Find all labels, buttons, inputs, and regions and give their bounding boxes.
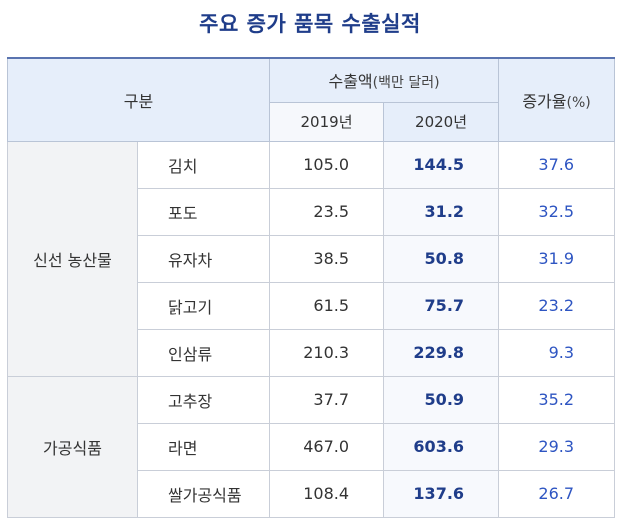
growth-rate: 32.5 (498, 187, 616, 236)
table-header: 구분 수출액(백만 달러) 증가율(%) 2019년 2020년 (6, 57, 616, 142)
growth-rate: 29.3 (498, 422, 616, 471)
item-name: 인삼류 (136, 328, 271, 377)
table-row: 신선 농산물 김치 105.0 144.5 37.6 (7, 140, 616, 377)
growth-rate: 23.2 (498, 281, 616, 330)
value-2019: 38.5 (269, 234, 385, 283)
item-name: 유자차 (136, 234, 271, 283)
value-2020: 50.9 (383, 375, 500, 424)
table-row: 인삼류 210.3 229.8 9.3 (8, 328, 616, 377)
table-row: 쌀가공식품 108.4 137.6 26.7 (8, 469, 616, 518)
value-2019: 210.3 (269, 328, 385, 377)
header-year-2020: 2020년 (383, 101, 500, 142)
export-table: 구분 수출액(백만 달러) 증가율(%) 2019년 2020년 신선 농산물 … (6, 57, 616, 518)
item-name: 포도 (136, 187, 271, 236)
group-label: 가공식품 (7, 375, 138, 518)
value-2019: 467.0 (269, 422, 385, 471)
header-export-main: 수출액 (328, 72, 373, 92)
growth-rate: 31.9 (498, 234, 616, 283)
value-2020: 50.8 (383, 234, 500, 283)
value-2019: 105.0 (269, 140, 385, 189)
header-growth-rate: 증가율(%) (498, 57, 616, 142)
item-name: 닭고기 (136, 281, 271, 330)
item-name: 고추장 (136, 375, 271, 424)
header-rate-unit: (%) (566, 94, 591, 111)
item-name: 김치 (136, 140, 271, 189)
header-export-unit: (백만 달러) (372, 75, 440, 92)
item-name: 쌀가공식품 (136, 469, 271, 518)
header-category: 구분 (6, 57, 271, 142)
value-2019: 23.5 (269, 187, 385, 236)
table-row: 라면 467.0 603.6 29.3 (8, 422, 616, 471)
growth-rate: 35.2 (498, 375, 616, 424)
value-2019: 61.5 (269, 281, 385, 330)
header-export-amount: 수출액(백만 달러) (269, 57, 500, 103)
table-row: 포도 23.5 31.2 32.5 (8, 187, 616, 236)
header-rate-main: 증가율 (522, 91, 567, 111)
value-2019: 108.4 (269, 469, 385, 518)
value-2020: 31.2 (383, 187, 500, 236)
value-2020: 603.6 (383, 422, 500, 471)
value-2020: 144.5 (383, 140, 500, 189)
table-row: 가공식품 고추장 37.7 50.9 35.2 (7, 375, 616, 518)
value-2019: 37.7 (269, 375, 385, 424)
growth-rate: 37.6 (498, 140, 616, 189)
growth-rate: 26.7 (498, 469, 616, 518)
table-row: 유자차 38.5 50.8 31.9 (8, 234, 616, 283)
table-body: 신선 농산물 김치 105.0 144.5 37.6 포도 23.5 31.2 … (7, 140, 616, 518)
growth-rate: 9.3 (498, 328, 616, 377)
value-2020: 75.7 (383, 281, 500, 330)
item-name: 라면 (136, 422, 271, 471)
group-label: 신선 농산물 (7, 140, 138, 377)
table-row: 닭고기 61.5 75.7 23.2 (8, 281, 616, 330)
header-year-2019: 2019년 (269, 101, 385, 142)
page-title: 주요 증가 품목 수출실적 (199, 12, 421, 36)
value-2020: 229.8 (383, 328, 500, 377)
value-2020: 137.6 (383, 469, 500, 518)
